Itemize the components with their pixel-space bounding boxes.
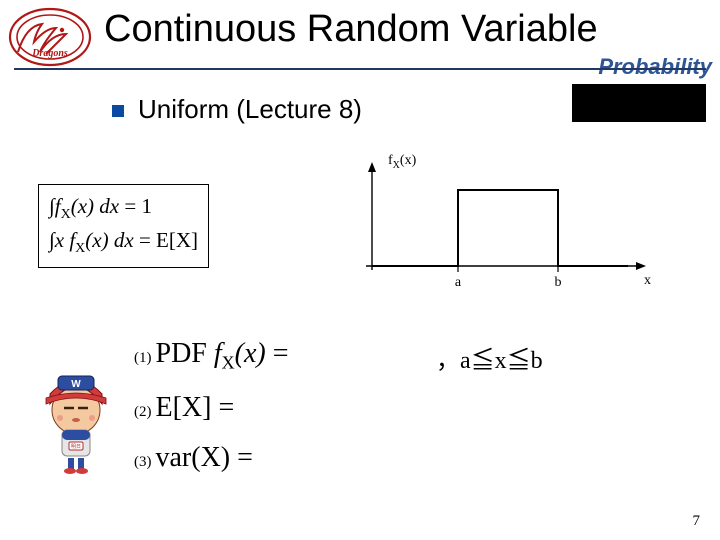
int1-rhs: = 1 bbox=[119, 194, 152, 218]
svg-text:Dragons: Dragons bbox=[31, 48, 68, 59]
int2-arg: (x) bbox=[85, 228, 108, 252]
int2-rhs: = E[X] bbox=[134, 228, 198, 252]
svg-text:fX(x): fX(x) bbox=[388, 153, 417, 171]
q3-body: var(X) = bbox=[156, 442, 253, 474]
int2-xf: x f bbox=[55, 228, 75, 252]
range-annotation: ，a≦x≦b bbox=[436, 340, 543, 375]
integral-line-2: ∫x fX(x) dx = E[X] bbox=[49, 225, 198, 259]
q3-number: (3) bbox=[134, 454, 152, 471]
question-3: (3) var(X) = bbox=[134, 442, 289, 474]
int1-arg: (x) bbox=[71, 194, 94, 218]
int1-dx: dx bbox=[94, 194, 119, 218]
page-title: Continuous Random Variable bbox=[104, 8, 598, 51]
bullet-text: Uniform (Lecture 8) bbox=[138, 94, 362, 125]
team-logo: Dragons bbox=[6, 6, 94, 68]
mascot-character: W 明日 bbox=[36, 364, 116, 474]
integral-line-1: ∫fX(x) dx = 1 bbox=[49, 191, 198, 225]
q1-number: (1) bbox=[134, 350, 152, 367]
q1-body: PDF fX(x) = bbox=[156, 338, 289, 374]
question-list: (1) PDF fX(x) = (2) E[X] = (3) var(X) = bbox=[134, 338, 289, 492]
integral-identities-box: ∫fX(x) dx = 1 ∫x fX(x) dx = E[X] bbox=[38, 184, 209, 268]
svg-text:W: W bbox=[71, 379, 81, 390]
bullet-square-icon bbox=[112, 105, 124, 117]
int2-sub: X bbox=[75, 241, 85, 256]
title-underline bbox=[14, 68, 706, 70]
uniform-pdf-chart: fX(x) x a b bbox=[328, 148, 658, 298]
chart-ylabel-arg: (x) bbox=[400, 153, 417, 168]
int1-sub: X bbox=[61, 207, 71, 222]
corner-black-box bbox=[572, 84, 706, 122]
chart-tick-a: a bbox=[455, 275, 462, 290]
q1-sub: X bbox=[222, 353, 235, 373]
chart-tick-b: b bbox=[555, 275, 562, 290]
page-number: 7 bbox=[693, 513, 701, 530]
bullet-uniform: Uniform (Lecture 8) bbox=[112, 94, 362, 125]
q2-body: E[X] = bbox=[156, 392, 235, 424]
q1-f: f bbox=[214, 338, 222, 369]
q2-number: (2) bbox=[134, 404, 152, 421]
int2-dx: dx bbox=[109, 228, 134, 252]
q1-eq: = bbox=[266, 338, 289, 369]
q1-arg: (x) bbox=[235, 338, 266, 369]
question-2: (2) E[X] = bbox=[134, 392, 289, 424]
question-1: (1) PDF fX(x) = bbox=[134, 338, 289, 374]
header-probability-label: Probability bbox=[598, 54, 712, 80]
chart-xlabel: x bbox=[644, 273, 651, 288]
svg-text:明日: 明日 bbox=[71, 444, 81, 450]
q1-pdf: PDF bbox=[156, 338, 214, 369]
